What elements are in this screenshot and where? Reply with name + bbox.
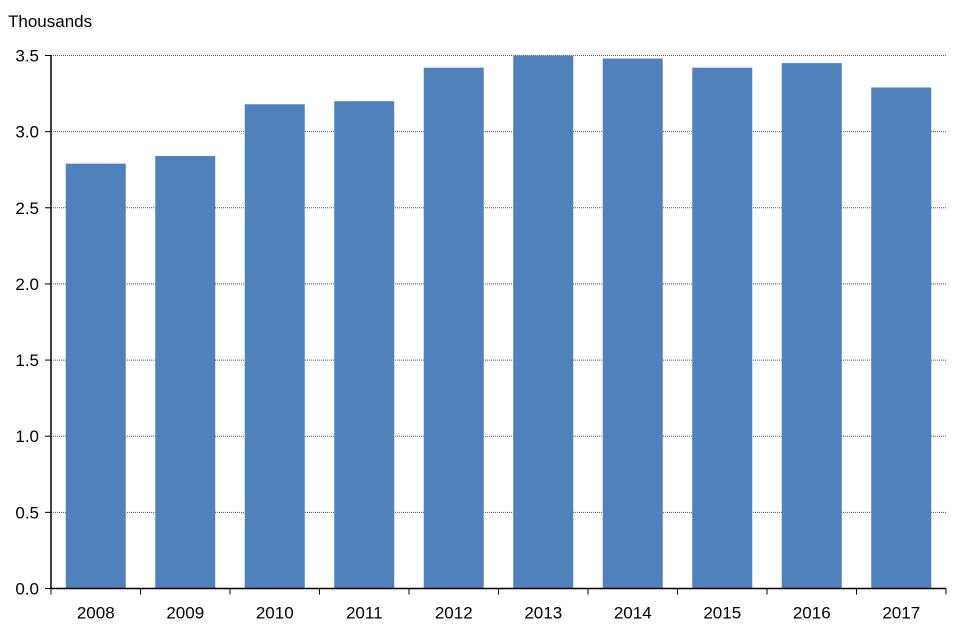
bar-2011 <box>334 101 395 589</box>
bar-2008 <box>65 163 126 589</box>
y-axis-unit-label: Thousands <box>8 12 92 31</box>
x-tick-label: 2009 <box>166 604 204 623</box>
y-tick-label: 2.5 <box>15 199 39 218</box>
bar-2013 <box>513 55 574 589</box>
y-tick-label: 1.0 <box>15 427 39 446</box>
bar-2012 <box>423 67 484 589</box>
bar-2014 <box>602 58 663 589</box>
y-tick-label: 0.0 <box>15 580 39 599</box>
bar-2017 <box>871 87 932 589</box>
x-tick-label: 2008 <box>77 604 115 623</box>
bar-2009 <box>155 156 216 589</box>
y-tick-label: 0.5 <box>15 503 39 522</box>
y-tick-label: 3.0 <box>15 123 39 142</box>
bar-2010 <box>244 104 305 589</box>
x-tick-label: 2013 <box>524 604 562 623</box>
y-tick-label: 3.5 <box>15 47 39 66</box>
y-tick-label: 2.0 <box>15 275 39 294</box>
x-tick-label: 2012 <box>435 604 473 623</box>
x-tick-label: 2015 <box>703 604 741 623</box>
x-tick-label: 2011 <box>346 604 383 623</box>
x-tick-label: 2017 <box>882 604 920 623</box>
y-tick-label: 1.5 <box>15 351 39 370</box>
bar-2015 <box>692 67 753 589</box>
x-tick-label: 2010 <box>256 604 294 623</box>
x-tick-label: 2014 <box>614 604 652 623</box>
bar-2016 <box>781 63 842 589</box>
x-tick-label: 2016 <box>793 604 831 623</box>
